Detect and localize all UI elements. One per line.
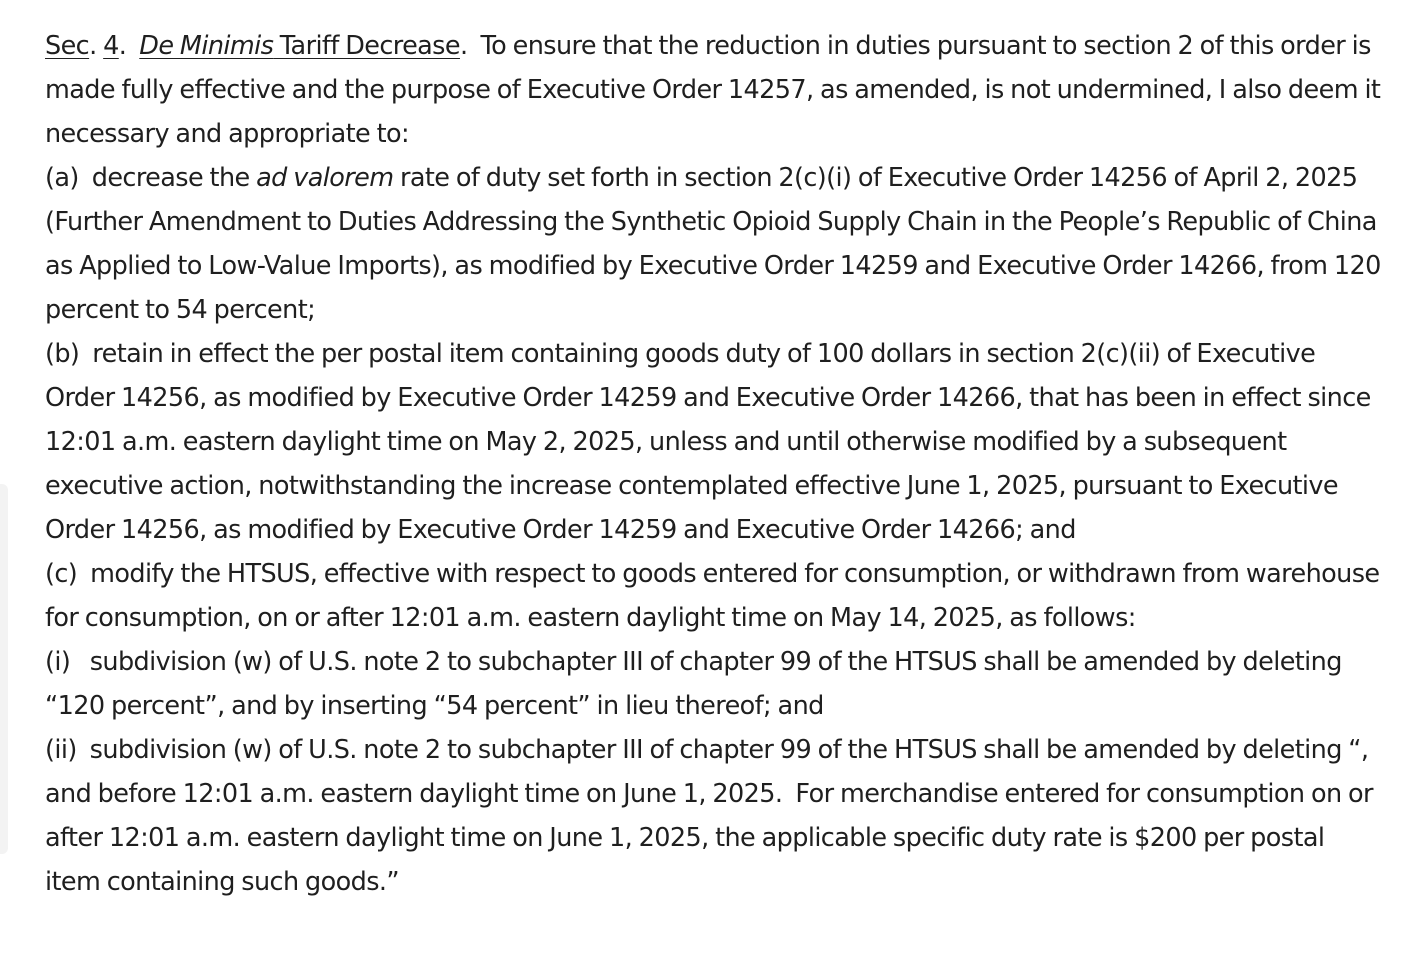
section-title-dot: .	[459, 31, 468, 61]
section-title-rest: Tariff Decrease	[273, 31, 461, 61]
section-title: De Minimis Tariff Decrease	[139, 31, 460, 61]
section-number-dot: .	[118, 31, 127, 61]
section-number: 4	[103, 31, 119, 61]
paragraph-c-i: (i) subdivision (w) of U.S. note 2 to su…	[45, 647, 1349, 721]
paragraph-c-ii: (ii) subdivision (w) of U.S. note 2 to s…	[45, 735, 1380, 897]
section-intro: To ensure that the reduction in duties p…	[45, 31, 1381, 149]
paragraph-a-prefix: (a) decrease the	[45, 163, 257, 193]
paragraph-a-italic: ad valorem	[256, 163, 394, 193]
section-heading-paragraph: Sec. 4. De Minimis Tariff Decrease. To e…	[45, 24, 1385, 156]
left-edge-panel	[0, 484, 8, 854]
section-label: Sec	[45, 31, 90, 61]
paragraph-a: (a) decrease the ad valorem rate of duty…	[45, 156, 1385, 332]
paragraph-c: (c) modify the HTSUS, effective with res…	[45, 559, 1387, 633]
paragraph-a-rest: rate of duty set forth in section 2(c)(i…	[45, 163, 1381, 325]
section-title-italic: De Minimis	[139, 31, 274, 61]
paragraph-b: (b) retain in effect the per postal item…	[45, 339, 1378, 545]
document-body: Sec. 4. De Minimis Tariff Decrease. To e…	[45, 24, 1385, 904]
section-label-dot: .	[89, 31, 97, 61]
